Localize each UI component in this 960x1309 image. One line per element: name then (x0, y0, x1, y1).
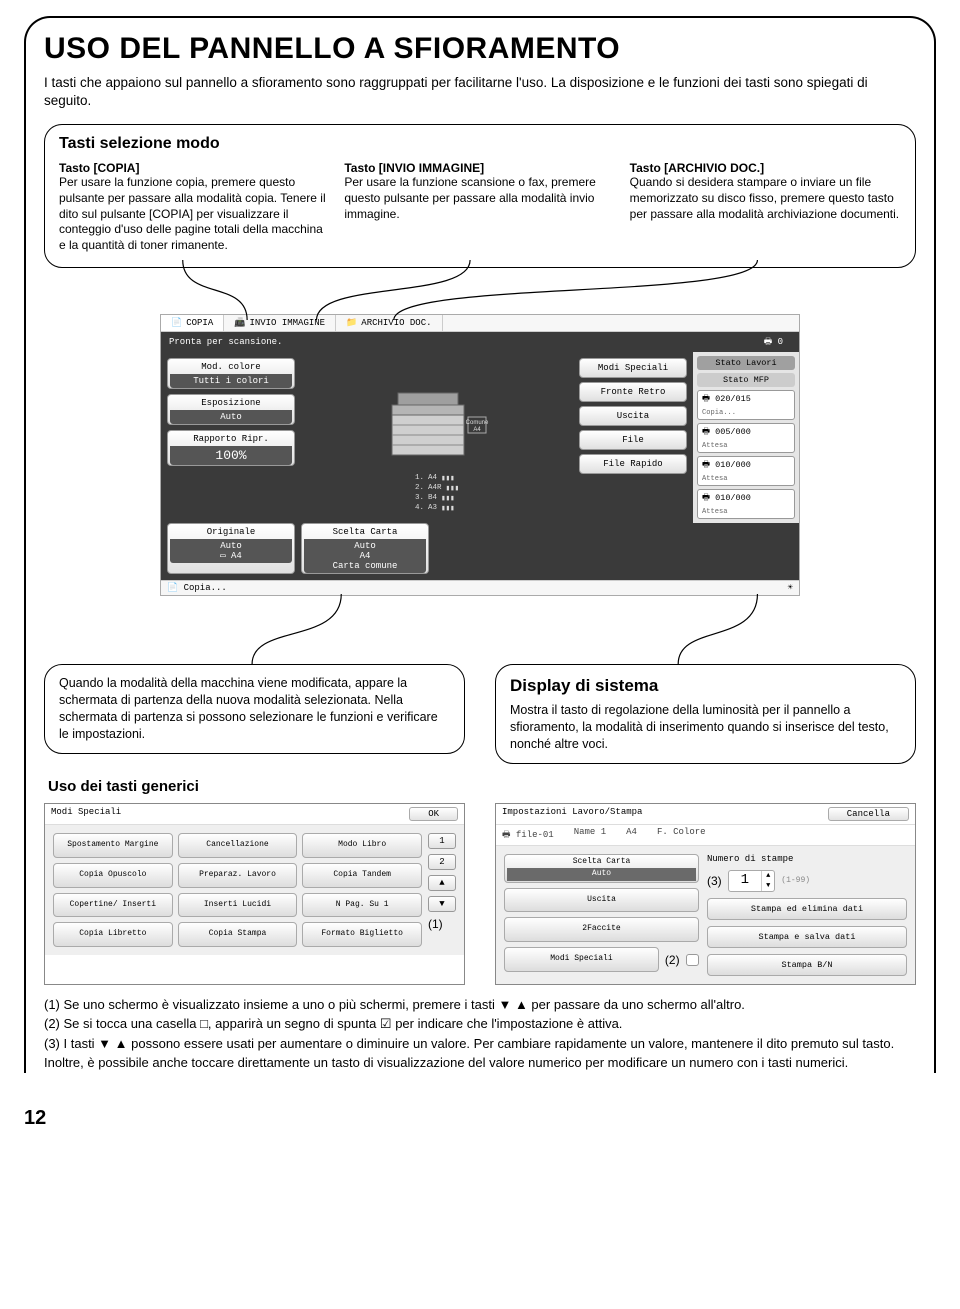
mid-col: Comune A4 1.A4▮▮▮ 2.A4R▮▮▮ 3.B4▮▮▮ 4.A3▮… (301, 358, 573, 513)
btn-esposizione[interactable]: Esposizione Auto (167, 394, 295, 425)
modi-speciali-panel: Modi SpecialiOK Spostamento Margine Canc… (44, 803, 465, 985)
sp-btn[interactable]: Spostamento Margine (53, 833, 173, 858)
spin-up[interactable]: ▲ (762, 871, 774, 881)
job-row[interactable]: 🖶 010/000Attesa (697, 489, 795, 519)
btn-modi-speciali[interactable]: Modi Speciali (579, 358, 687, 378)
job-row[interactable]: 🖶 010/000Attesa (697, 456, 795, 486)
footer-notes: (1) Se uno schermo è visualizzato insiem… (44, 995, 916, 1073)
btn-file[interactable]: File (579, 430, 687, 450)
page-1: 1 (428, 833, 456, 849)
stampa-panel: Impostazioni Lavoro/StampaCancella 🖶 fil… (495, 803, 916, 985)
copia-head: Tasto [COPIA] (59, 161, 330, 175)
page-frame: USO DEL PANNELLO A SFIORAMENTO I tasti c… (24, 16, 936, 1073)
invio-head: Tasto [INVIO IMMAGINE] (344, 161, 615, 175)
modi-speciali-btn[interactable]: Modi Speciali (504, 947, 659, 972)
sp-btn[interactable]: Copia Opuscolo (53, 863, 173, 888)
2faccite-btn[interactable]: 2Faccite (504, 917, 699, 942)
btn-file-rapido[interactable]: File Rapido (579, 454, 687, 474)
btn-rapporto[interactable]: Rapporto Ripr. 100% (167, 430, 295, 466)
col-arch: Tasto [ARCHIVIO DOC.] Quando si desidera… (630, 161, 901, 253)
btn-mod-colore[interactable]: Mod. colore Tutti i colori (167, 358, 295, 389)
job-sidebar: Stato Lavori Stato MFP 🖶 020/015Copia...… (693, 352, 799, 523)
stato-mfp[interactable]: Stato MFP (697, 373, 795, 387)
ok-button[interactable]: OK (409, 807, 458, 821)
stampa-salva-btn[interactable]: Stampa e salva dati (707, 926, 907, 948)
svg-text:A4: A4 (473, 427, 481, 433)
cancella-button[interactable]: Cancella (828, 807, 909, 821)
sp-btn[interactable]: Cancellazione (178, 833, 298, 858)
left-col: Mod. colore Tutti i colori Esposizione A… (167, 358, 295, 513)
copia-body: Per usare la funzione copia, premere que… (59, 175, 330, 253)
note-2: (2) Se si tocca una casella □, apparirà … (44, 1014, 916, 1034)
btn-uscita[interactable]: Uscita (579, 406, 687, 426)
generic-title: Uso dei tasti generici (48, 778, 916, 795)
page-number: 12 (24, 1107, 936, 1130)
annotation-2: (2) (665, 953, 680, 967)
col-invio: Tasto [INVIO IMMAGINE] Per usare la funz… (344, 161, 615, 253)
scelta-carta-btn[interactable]: Scelta Carta Auto (504, 854, 699, 883)
mode-section: Tasti selezione modo Tasto [COPIA] Per u… (44, 124, 916, 268)
job-row[interactable]: 🖶 005/000Attesa (697, 423, 795, 453)
note-3: (3) I tasti ▼ ▲ possono essere usati per… (44, 1034, 916, 1073)
btn-fronte-retro[interactable]: Fronte Retro (579, 382, 687, 402)
job-row[interactable]: 🖶 020/015Copia... (697, 390, 795, 420)
stato-lavori[interactable]: Stato Lavori (697, 356, 795, 370)
stampa-bn-btn[interactable]: Stampa B/N (707, 954, 907, 976)
scroll-down[interactable]: ▼ (428, 896, 456, 912)
sp-btn[interactable]: Copertine/ Inserti (53, 893, 173, 918)
sp-btn[interactable]: Modo Libro (302, 833, 422, 858)
scroll-up[interactable]: ▲ (428, 875, 456, 891)
wire-top (44, 260, 916, 320)
btn-originale[interactable]: OriginaleAuto▭ A4 (167, 523, 295, 574)
page-2: 2 (428, 854, 456, 870)
mode-title: Tasti selezione modo (59, 135, 901, 153)
ready-text: Pronta per scansione. (169, 337, 282, 347)
sp-btn[interactable]: Preparaz. Lavoro (178, 863, 298, 888)
sp-btn[interactable]: Inserti Lucidi (178, 893, 298, 918)
sp-btn[interactable]: N Pag. Su 1 (302, 893, 422, 918)
sp-btn[interactable]: Copia Stampa (178, 922, 298, 947)
arch-body: Quando si desidera stampare o inviare un… (630, 175, 901, 222)
numstampe-label: Numero di stampe (707, 854, 907, 864)
invio-body: Per usare la funzione scansione o fax, p… (344, 175, 615, 222)
sp-btn[interactable]: Formato Biglietto (302, 922, 422, 947)
checkbox[interactable] (686, 954, 699, 966)
callout-right-text: Mostra il tasto di regolazione della lum… (510, 702, 901, 753)
col-copia: Tasto [COPIA] Per usare la funzione copi… (59, 161, 330, 253)
wire-bottom (44, 594, 916, 664)
intro-text: I tasti che appaiono sul pannello a sfio… (44, 74, 916, 110)
svg-text:Comune: Comune (466, 420, 489, 426)
btn-scelta-carta[interactable]: Scelta CartaAutoA4Carta comune (301, 523, 429, 574)
sp-btn[interactable]: Copia Libretto (53, 922, 173, 947)
page-title: USO DEL PANNELLO A SFIORAMENTO (44, 32, 916, 66)
right-col: Modi Speciali Fronte Retro Uscita File F… (579, 358, 687, 513)
status-bar: 📄 Copia... ☀ (161, 580, 799, 595)
tray-list: 1.A4▮▮▮ 2.A4R▮▮▮ 3.B4▮▮▮ 4.A3▮▮▮ (415, 473, 459, 513)
uscita-btn[interactable]: Uscita (504, 888, 699, 913)
spin-down[interactable]: ▼ (762, 881, 774, 891)
annotation-1: (1) (428, 917, 456, 931)
note-1: (1) Se uno schermo è visualizzato insiem… (44, 995, 916, 1015)
counter: 0 (778, 337, 791, 347)
annotation-3: (3) (707, 874, 722, 888)
printer-graphic: Comune A4 (372, 387, 502, 467)
stampa-elimina-btn[interactable]: Stampa ed elimina dati (707, 898, 907, 920)
callout-left: Quando la modalità della macchina viene … (44, 664, 465, 754)
sp-btn[interactable]: Copia Tandem (302, 863, 422, 888)
brightness-icon[interactable]: ☀ (788, 583, 793, 593)
mfp-panel: 📄 COPIA 📠 INVIO IMMAGINE 📁 ARCHIVIO DOC.… (160, 314, 800, 596)
ready-bar: Pronta per scansione. 🖶 0 (161, 332, 799, 352)
callout-left-text: Quando la modalità della macchina viene … (59, 675, 450, 743)
callout-right-title: Display di sistema (510, 675, 901, 698)
arch-head: Tasto [ARCHIVIO DOC.] (630, 161, 901, 175)
numstampe-spinner[interactable]: 1 ▲▼ (728, 870, 776, 892)
callout-right: Display di sistema Mostra il tasto di re… (495, 664, 916, 764)
